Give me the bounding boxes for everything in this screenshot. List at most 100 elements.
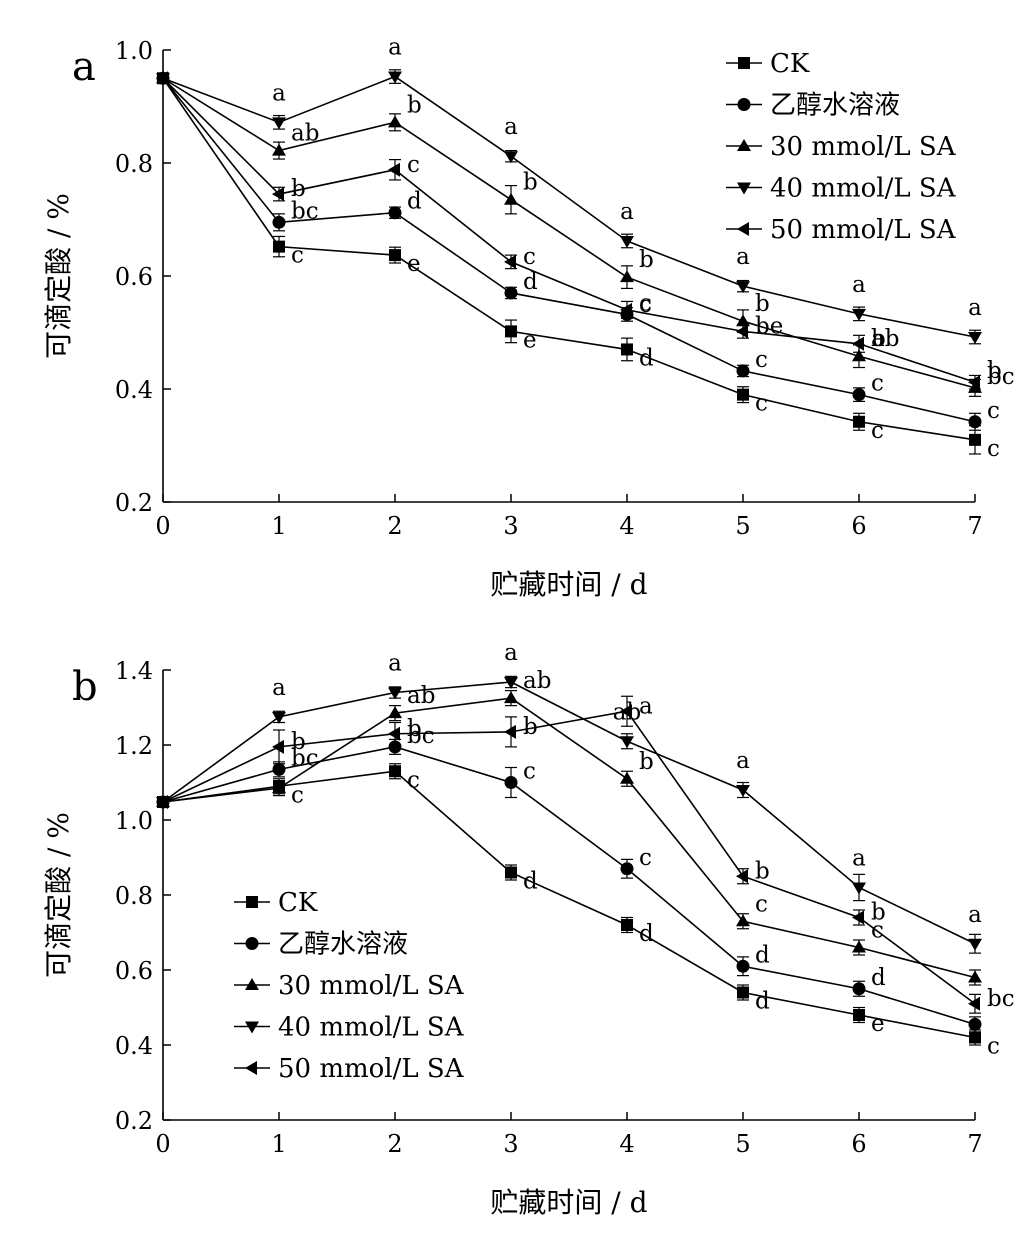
legend-entry: 50 mmol/L SA [726, 215, 957, 245]
data-point [968, 970, 982, 983]
data-point [272, 215, 286, 229]
data-label: ab [871, 326, 899, 352]
data-label: bc [291, 198, 319, 224]
data-point [852, 308, 866, 321]
data-label: a [639, 693, 653, 719]
series-line [162, 770, 976, 1039]
data-label: a [852, 272, 866, 298]
data-point [968, 375, 980, 390]
x-axis-title: 贮藏时间 / d [490, 1186, 647, 1219]
y-tick-label: 1.2 [115, 732, 153, 760]
data-point [504, 677, 518, 689]
data-label: c [987, 1034, 1000, 1060]
data-point [504, 151, 518, 164]
legend-entry: 50 mmol/L SA [234, 1054, 465, 1084]
data-label: b [291, 176, 306, 202]
x-tick-label: 5 [735, 1130, 750, 1158]
legend-entry: CK [234, 888, 318, 918]
data-label: c [755, 347, 768, 373]
data-point [272, 739, 284, 754]
legend-entry: 30 mmol/L SA [234, 971, 465, 1001]
data-label: c [755, 891, 768, 917]
x-tick-label: 0 [155, 512, 170, 540]
data-label: a [388, 651, 402, 677]
data-label: b [523, 170, 538, 196]
data-point [968, 996, 980, 1011]
data-label: ab [523, 668, 551, 694]
data-label: c [407, 767, 420, 793]
data-label: d [639, 345, 654, 371]
data-point [620, 270, 634, 283]
x-tick-label: 6 [851, 512, 866, 540]
data-point [620, 736, 634, 749]
data-point [736, 914, 750, 927]
data-point [389, 249, 401, 262]
data-point [504, 776, 518, 789]
legend-marker [737, 139, 751, 151]
y-tick-label: 0.8 [115, 882, 153, 910]
data-label: bc [987, 986, 1015, 1012]
data-point [968, 332, 982, 345]
y-tick-label: 0.2 [115, 1107, 153, 1135]
legend-marker [245, 1021, 259, 1034]
data-label: b [987, 358, 1002, 384]
x-tick-label: 1 [271, 1130, 286, 1158]
y-tick-label: 1.0 [115, 37, 153, 65]
legend-entry: 乙醇水溶液 [234, 930, 408, 960]
data-point [852, 349, 866, 362]
data-point [620, 862, 634, 876]
data-point [620, 235, 634, 248]
data-point [388, 206, 402, 220]
data-label: b [871, 326, 886, 352]
series-2 [156, 690, 982, 986]
legend-marker [245, 1061, 257, 1075]
data-point [504, 286, 518, 300]
data-point [388, 71, 402, 84]
data-point [272, 781, 286, 794]
legend-entry: CK [726, 49, 810, 79]
data-point [272, 187, 284, 202]
data-point [968, 938, 982, 951]
data-label: c [987, 436, 1000, 462]
data-label: c [871, 371, 884, 397]
data-label: a [272, 675, 286, 701]
series-line [162, 77, 976, 423]
data-label: c [755, 391, 768, 417]
series-line [162, 77, 976, 441]
data-point [621, 343, 633, 356]
data-label: d [871, 965, 886, 991]
data-label: bc [407, 723, 435, 749]
data-label: ab [291, 121, 319, 147]
data-label: b [407, 92, 422, 118]
series-line [162, 746, 976, 1026]
data-point [272, 143, 286, 156]
data-point [736, 364, 750, 378]
data-point [737, 388, 749, 401]
series-line [162, 697, 976, 979]
legend-marker [245, 978, 259, 990]
data-label: d [639, 921, 654, 947]
legend-marker [245, 937, 259, 950]
data-label: a [852, 846, 866, 872]
data-point [620, 302, 632, 317]
data-label: a [968, 295, 982, 321]
legend-label: 30 mmol/L SA [770, 132, 957, 162]
data-label: c [523, 244, 536, 270]
data-label: c [639, 290, 652, 316]
data-label: c [291, 243, 304, 269]
y-tick-label: 0.2 [115, 489, 153, 517]
series-line [162, 710, 976, 1005]
x-tick-label: 3 [503, 512, 518, 540]
y-axis-title: 可滴定酸 / % [42, 812, 75, 978]
data-point [736, 959, 750, 973]
data-point [388, 687, 402, 700]
data-point [620, 771, 634, 784]
data-label: c [407, 152, 420, 178]
data-point [852, 982, 866, 996]
data-point [621, 919, 633, 931]
data-label: bc [291, 745, 319, 771]
data-point [272, 762, 286, 776]
legend-marker [246, 896, 258, 908]
data-point [388, 115, 402, 128]
data-point [736, 869, 748, 884]
